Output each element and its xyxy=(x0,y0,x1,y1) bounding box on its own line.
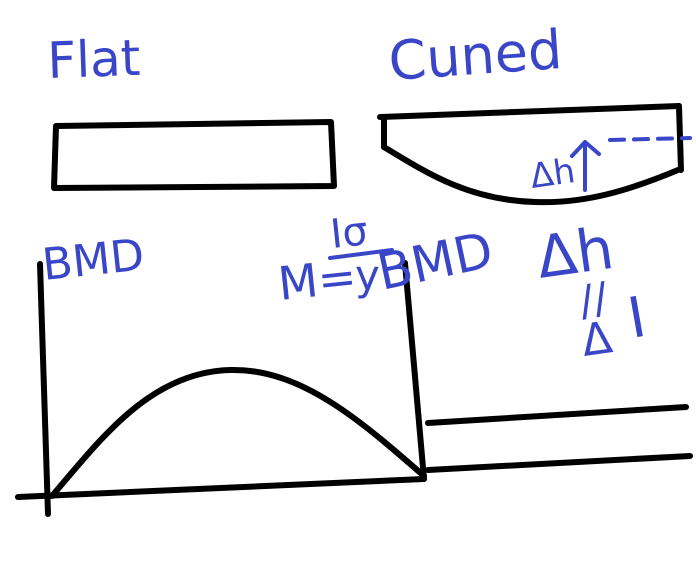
curved-label: Cuned xyxy=(387,18,565,93)
curved-beam xyxy=(377,103,684,206)
flat-beam xyxy=(51,119,337,191)
flat-label: Flat xyxy=(46,29,141,90)
bmd-left-label: BMD xyxy=(40,230,147,291)
delta-h-small-label: Δh xyxy=(528,151,578,197)
bmd-diagram xyxy=(15,260,427,517)
moment-lhs-label: M= xyxy=(276,249,359,311)
delta-h-big-label: Δh xyxy=(532,214,617,292)
fraction-bar xyxy=(328,248,394,260)
right-flat-lines xyxy=(425,404,693,473)
bmd-right-label: BMD xyxy=(372,221,497,302)
handwritten-labels: Flat Cuned BMD M= Iσ y BMD Δh Δh // I Δ xyxy=(40,18,651,367)
moment-denominator-label: y xyxy=(355,251,380,300)
moment-numerator-label: Iσ xyxy=(328,208,370,258)
delta-h-indicator xyxy=(570,136,692,192)
inertia-symbol: I xyxy=(623,285,651,352)
delta-bottom-label: Δ xyxy=(578,312,615,367)
